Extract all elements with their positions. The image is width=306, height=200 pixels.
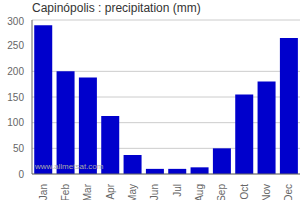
- svg-text:100: 100: [7, 117, 24, 128]
- svg-text:Feb: Feb: [60, 184, 71, 200]
- svg-text:150: 150: [7, 92, 24, 103]
- svg-text:Jan: Jan: [38, 184, 49, 200]
- svg-text:50: 50: [13, 143, 25, 154]
- svg-text:May: May: [127, 184, 138, 200]
- svg-text:Aug: Aug: [194, 184, 205, 200]
- svg-text:Apr: Apr: [105, 183, 116, 199]
- svg-text:Jul: Jul: [172, 184, 183, 197]
- html-text:Capinópolis : precipitation (m: Capinópolis : precipitation (mm): [32, 1, 201, 15]
- svg-text:Sep: Sep: [216, 184, 227, 200]
- svg-text:Nov: Nov: [261, 184, 272, 200]
- svg-text:Mar: Mar: [82, 183, 93, 200]
- svg-text:200: 200: [7, 66, 24, 77]
- html-text:www.allmetsat.com: www.allmetsat.com: [35, 162, 104, 171]
- svg-text:300: 300: [7, 16, 24, 27]
- svg-text:250: 250: [7, 40, 24, 51]
- svg-text:0: 0: [18, 169, 24, 180]
- svg-text:Jun: Jun: [149, 184, 160, 200]
- svg-text:Dec: Dec: [283, 184, 294, 200]
- svg-text:Oct: Oct: [239, 184, 250, 200]
